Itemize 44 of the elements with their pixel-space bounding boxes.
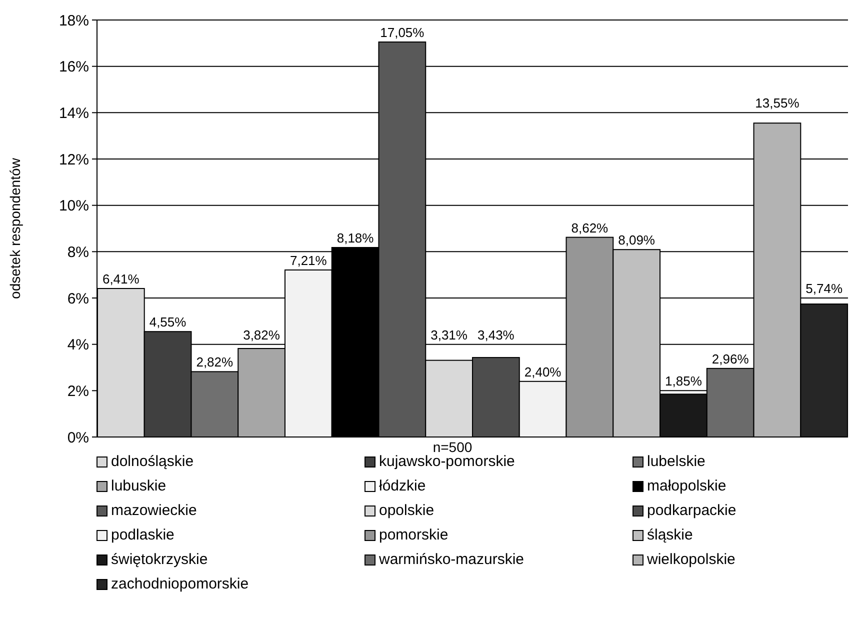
y-tick-label: 16% — [58, 58, 89, 76]
data-label: 3,31% — [430, 327, 468, 342]
x-axis-title: n=500 — [432, 439, 472, 455]
legend-label: mazowieckie — [111, 502, 197, 519]
data-label: 3,82% — [243, 327, 280, 342]
data-label: 6,41% — [102, 272, 140, 286]
legend-label: zachodniopomorskie — [111, 576, 249, 592]
legend-label: kujawsko-pomorskie — [379, 453, 515, 470]
legend-label: małopolskie — [647, 478, 726, 494]
legend-label: opolskie — [379, 502, 434, 519]
y-tick-label: 10% — [58, 198, 89, 215]
legend-label: łódzkie — [379, 478, 426, 494]
data-label: 2,96% — [712, 351, 750, 366]
data-label: 1,85% — [665, 374, 702, 389]
data-label: 8,09% — [618, 232, 656, 248]
data-label: 2,40% — [524, 364, 562, 380]
data-label: 17,05% — [380, 25, 425, 40]
data-label: 2,82% — [196, 354, 234, 370]
y-tick-label: 18% — [58, 12, 89, 30]
y-tick-label: 6% — [67, 290, 89, 308]
data-label: 5,74% — [806, 281, 843, 296]
data-label: 13,55% — [755, 96, 800, 111]
y-tick-label: 14% — [58, 104, 89, 122]
data-label: 3,43% — [478, 327, 515, 342]
legend-label: pomorskie — [379, 526, 448, 544]
data-label: 7,21% — [290, 252, 328, 268]
y-tick-label: 4% — [67, 336, 89, 354]
legend-label: dolnośląskie — [111, 453, 194, 470]
data-label: 8,18% — [336, 230, 374, 246]
data-label: 4,55% — [149, 314, 187, 330]
y-tick-label: 8% — [67, 244, 89, 261]
legend-label: lubuskie — [111, 478, 166, 494]
legend-label: warmińsko-mazurskie — [378, 551, 524, 568]
y-tick-label: 2% — [67, 382, 89, 400]
legend-label: wielkopolskie — [646, 551, 736, 568]
legend-label: podkarpackie — [647, 502, 736, 519]
y-axis-title: odsetek respondentów — [7, 157, 23, 299]
y-tick-label: 12% — [58, 151, 89, 168]
data-label: 8,62% — [571, 220, 609, 236]
legend-label: świętokrzyskie — [111, 551, 208, 568]
legend-label: śląskie — [647, 526, 693, 544]
y-tick-label: 0% — [67, 429, 89, 446]
legend-label: podlaskie — [111, 526, 174, 544]
legend-label: lubelskie — [647, 453, 706, 470]
